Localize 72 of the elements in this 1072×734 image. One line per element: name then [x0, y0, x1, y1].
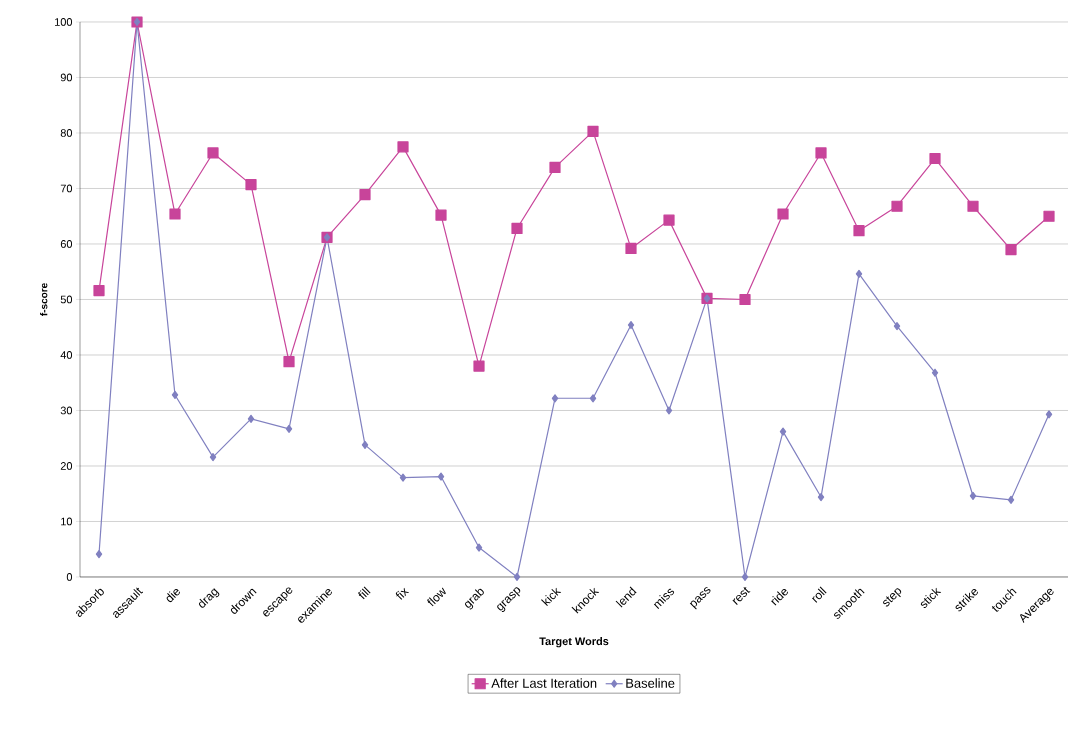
x-tick-label: roll	[811, 586, 827, 603]
x-tick-label: step	[883, 588, 902, 607]
point	[1045, 410, 1053, 419]
point	[739, 293, 751, 306]
x-tick-label: die	[166, 589, 180, 603]
y-tick-label: 100	[55, 18, 73, 26]
y-tick-label: 40	[60, 351, 73, 359]
point	[435, 209, 447, 221]
point	[815, 147, 827, 159]
point	[475, 543, 483, 552]
point	[969, 491, 977, 501]
point	[855, 269, 863, 279]
y-tick-label: 10	[61, 517, 73, 526]
point	[589, 394, 597, 403]
point	[1043, 210, 1055, 222]
x-axis-title: Target Words	[539, 637, 609, 648]
point	[551, 394, 559, 403]
point	[587, 125, 599, 137]
y-tick-label: 30	[60, 406, 73, 415]
point	[777, 208, 789, 220]
y-tick-label: 70	[60, 184, 73, 193]
x-tick-label: drag	[198, 588, 220, 608]
point	[285, 424, 293, 433]
point	[359, 188, 371, 201]
x-tick-label: kick	[541, 587, 562, 607]
point	[549, 161, 561, 173]
point	[361, 440, 369, 449]
point	[247, 414, 255, 423]
x-tick-label: flow	[427, 587, 446, 607]
point	[817, 492, 825, 502]
y-tick-label: 20	[60, 462, 73, 470]
point	[171, 390, 179, 400]
x-tick-label: ride	[771, 589, 788, 606]
y-tick-label: 90	[60, 73, 73, 82]
y-axis-title: f-score	[40, 283, 48, 316]
point	[663, 214, 675, 226]
point	[1005, 243, 1017, 256]
point	[853, 225, 865, 237]
point	[967, 200, 979, 212]
point	[209, 453, 217, 462]
point	[473, 360, 485, 372]
point	[511, 222, 523, 235]
point	[627, 320, 635, 330]
y-tick-label: 50	[60, 295, 73, 304]
point	[283, 356, 295, 368]
x-tick-label: fill	[358, 586, 371, 600]
point	[929, 152, 941, 165]
point	[399, 473, 407, 482]
point	[665, 406, 673, 415]
point	[513, 572, 521, 582]
point	[779, 427, 787, 436]
x-tick-label: rest	[732, 586, 751, 605]
point	[625, 242, 637, 255]
point	[893, 322, 901, 331]
point	[207, 147, 219, 159]
x-tick-label: stick	[920, 587, 942, 609]
point	[437, 472, 445, 481]
point	[891, 200, 903, 212]
point	[95, 550, 103, 559]
legend-label: After Last Iteration	[491, 678, 597, 688]
x-tick-label: fix	[395, 587, 410, 600]
point	[1007, 495, 1015, 504]
point	[931, 368, 939, 377]
y-tick-label: 80	[60, 129, 73, 137]
point	[741, 572, 749, 582]
point	[245, 179, 257, 191]
legend-label: Baseline	[626, 678, 675, 688]
point	[397, 141, 409, 153]
point	[169, 208, 181, 220]
y-tick-label: 0	[66, 573, 73, 581]
point	[93, 285, 105, 297]
y-tick-label: 60	[60, 240, 73, 248]
